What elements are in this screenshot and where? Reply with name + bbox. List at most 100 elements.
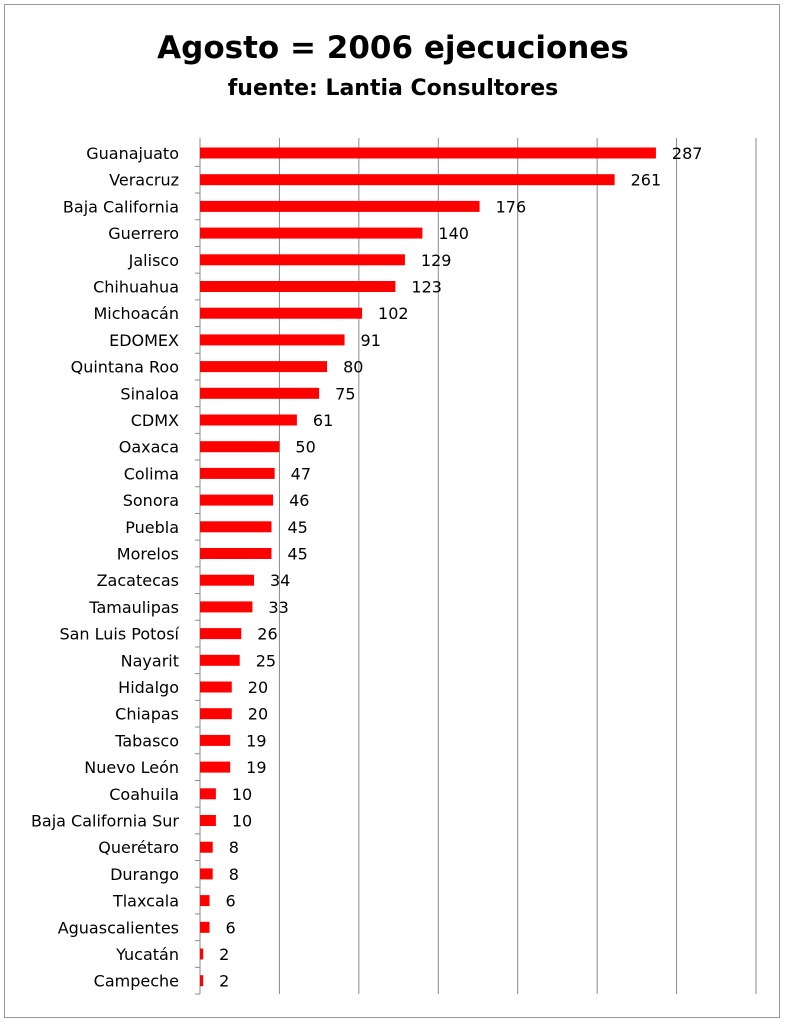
- data-label: 46: [289, 491, 309, 510]
- bar: [200, 334, 345, 346]
- bar: [200, 628, 242, 640]
- data-label: 261: [631, 171, 662, 190]
- category-label: EDOMEX: [109, 331, 179, 350]
- data-label: 6: [226, 892, 236, 911]
- bar: [200, 975, 204, 987]
- category-label: Chihuahua: [93, 278, 179, 297]
- bar: [200, 681, 232, 693]
- data-label: 129: [421, 251, 452, 270]
- category-label: Hidalgo: [118, 678, 179, 697]
- category-label: Aguascalientes: [58, 918, 179, 937]
- bar: [200, 815, 216, 826]
- data-label: 61: [313, 411, 333, 430]
- bar: [200, 387, 320, 399]
- bar: [200, 307, 363, 319]
- data-label: 287: [672, 144, 703, 163]
- category-label: Yucatán: [115, 945, 179, 964]
- data-label: 33: [268, 598, 288, 617]
- data-label: 75: [335, 384, 355, 403]
- bar: [200, 574, 255, 586]
- category-label: Baja California Sur: [31, 812, 179, 831]
- data-label: 80: [343, 358, 363, 377]
- data-label: 47: [291, 464, 311, 483]
- category-label: CDMX: [131, 411, 179, 430]
- bar: [200, 895, 210, 907]
- data-label: 2: [219, 945, 229, 964]
- data-label: 140: [438, 224, 469, 243]
- category-label: Zacatecas: [97, 571, 179, 590]
- category-label: Guanajuato: [86, 144, 179, 163]
- bar: [200, 548, 272, 559]
- category-label: Veracruz: [109, 171, 179, 190]
- category-label: Oaxaca: [119, 438, 179, 457]
- bar: [200, 361, 328, 373]
- data-label: 20: [248, 705, 268, 724]
- bar: [200, 200, 480, 212]
- category-label: San Luis Potosí: [59, 625, 179, 644]
- bar: [200, 948, 204, 960]
- category-label: Sinaloa: [120, 384, 179, 403]
- bar: [200, 734, 231, 746]
- category-label: Quintana Roo: [71, 358, 179, 377]
- data-label: 102: [378, 304, 409, 323]
- category-label: Sonora: [123, 491, 179, 510]
- category-label: Tamaulipas: [88, 598, 179, 617]
- data-label: 2: [219, 972, 229, 991]
- data-label: 176: [496, 197, 527, 216]
- data-label: 45: [287, 518, 307, 537]
- data-label: 19: [246, 731, 266, 750]
- bar: [200, 841, 213, 853]
- bar: [200, 654, 240, 666]
- data-label: 6: [226, 918, 236, 937]
- data-label: 25: [256, 651, 276, 670]
- bar: [200, 868, 213, 880]
- category-label: Michoacán: [93, 304, 179, 323]
- chart-subtitle: fuente: Lantia Consultores: [227, 76, 559, 101]
- bar: [200, 921, 210, 933]
- bar: [200, 467, 275, 479]
- category-label: Guerrero: [108, 224, 179, 243]
- category-label: Puebla: [125, 518, 179, 537]
- bar: [200, 494, 274, 506]
- data-label: 26: [257, 625, 277, 644]
- data-label: 10: [232, 785, 252, 804]
- data-label: 91: [361, 331, 381, 350]
- category-label: Colima: [124, 464, 179, 483]
- chart-frame: [4, 4, 780, 1018]
- bar: [200, 227, 423, 239]
- category-label: Tlaxcala: [112, 892, 179, 911]
- bar: [200, 708, 232, 720]
- bar: [200, 761, 231, 773]
- chart-title: Agosto = 2006 ejecuciones: [157, 30, 629, 66]
- category-label: Querétaro: [98, 838, 179, 857]
- bar: [200, 174, 615, 186]
- category-label: Campeche: [94, 972, 179, 991]
- category-label: Nayarit: [121, 651, 179, 670]
- data-label: 10: [232, 812, 252, 831]
- category-label: Coahuila: [109, 785, 179, 804]
- bar: [200, 254, 405, 266]
- data-label: 8: [229, 865, 239, 884]
- category-label: Baja California: [63, 197, 179, 216]
- data-label: 123: [411, 278, 442, 297]
- category-label: Nuevo León: [84, 758, 179, 777]
- data-label: 50: [295, 438, 315, 457]
- data-label: 8: [229, 838, 239, 857]
- category-label: Morelos: [117, 545, 179, 564]
- bar: [200, 521, 272, 533]
- category-label: Tabasco: [114, 731, 179, 750]
- data-label: 34: [270, 571, 290, 590]
- bar: [200, 441, 280, 453]
- data-label: 19: [246, 758, 266, 777]
- category-label: Durango: [110, 865, 179, 884]
- category-label: Jalisco: [128, 251, 179, 270]
- bar: [200, 281, 396, 292]
- data-label: 45: [287, 545, 307, 564]
- bar: [200, 414, 297, 426]
- bar: [200, 601, 253, 613]
- data-label: 20: [248, 678, 268, 697]
- bar: [200, 147, 656, 159]
- bar: [200, 788, 216, 800]
- category-label: Chiapas: [115, 705, 179, 724]
